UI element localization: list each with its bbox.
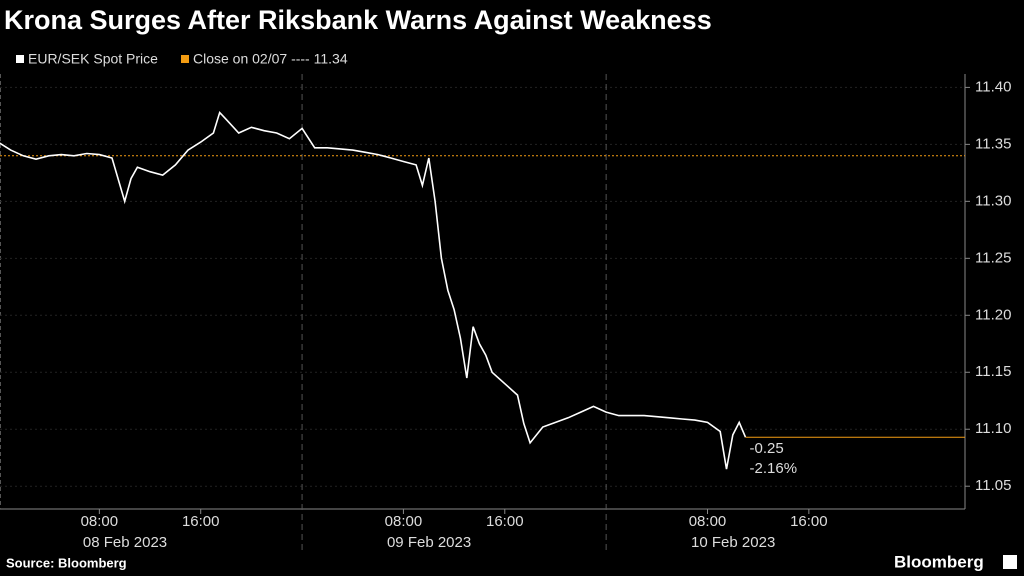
y-tick-label: 11.05: [975, 477, 1011, 494]
x-tick-label: 08:00: [689, 513, 727, 530]
logo: Bloomberg: [894, 552, 984, 571]
x-tick-label: 16:00: [182, 513, 220, 530]
y-tick-label: 11.40: [975, 78, 1011, 95]
change-label: -0.25: [750, 440, 784, 457]
y-tick-label: 11.15: [975, 363, 1011, 380]
x-tick-label: 16:00: [486, 513, 524, 530]
chart-title: Krona Surges After Riksbank Warns Agains…: [4, 5, 712, 35]
x-tick-label: 08:00: [81, 513, 119, 530]
change-label: -2.16%: [750, 460, 798, 477]
y-tick-label: 11.35: [975, 135, 1011, 152]
source: Source: Bloomberg: [6, 555, 127, 570]
legend-swatch: [181, 55, 189, 63]
y-tick-label: 11.10: [975, 420, 1011, 437]
logo-icon: [1003, 555, 1017, 569]
x-tick-label: 16:00: [790, 513, 828, 530]
legend-label: EUR/SEK Spot Price: [28, 51, 158, 67]
legend-label: Close on 02/07 ---- 11.34: [193, 51, 348, 67]
y-tick-label: 11.30: [975, 192, 1011, 209]
date-label: 09 Feb 2023: [387, 534, 471, 551]
date-label: 08 Feb 2023: [83, 534, 167, 551]
price-line: [0, 110, 747, 470]
y-tick-label: 11.20: [975, 306, 1011, 323]
y-tick-label: 11.25: [975, 249, 1011, 266]
x-tick-label: 08:00: [385, 513, 423, 530]
legend-swatch: [16, 55, 24, 63]
date-label: 10 Feb 2023: [691, 534, 775, 551]
